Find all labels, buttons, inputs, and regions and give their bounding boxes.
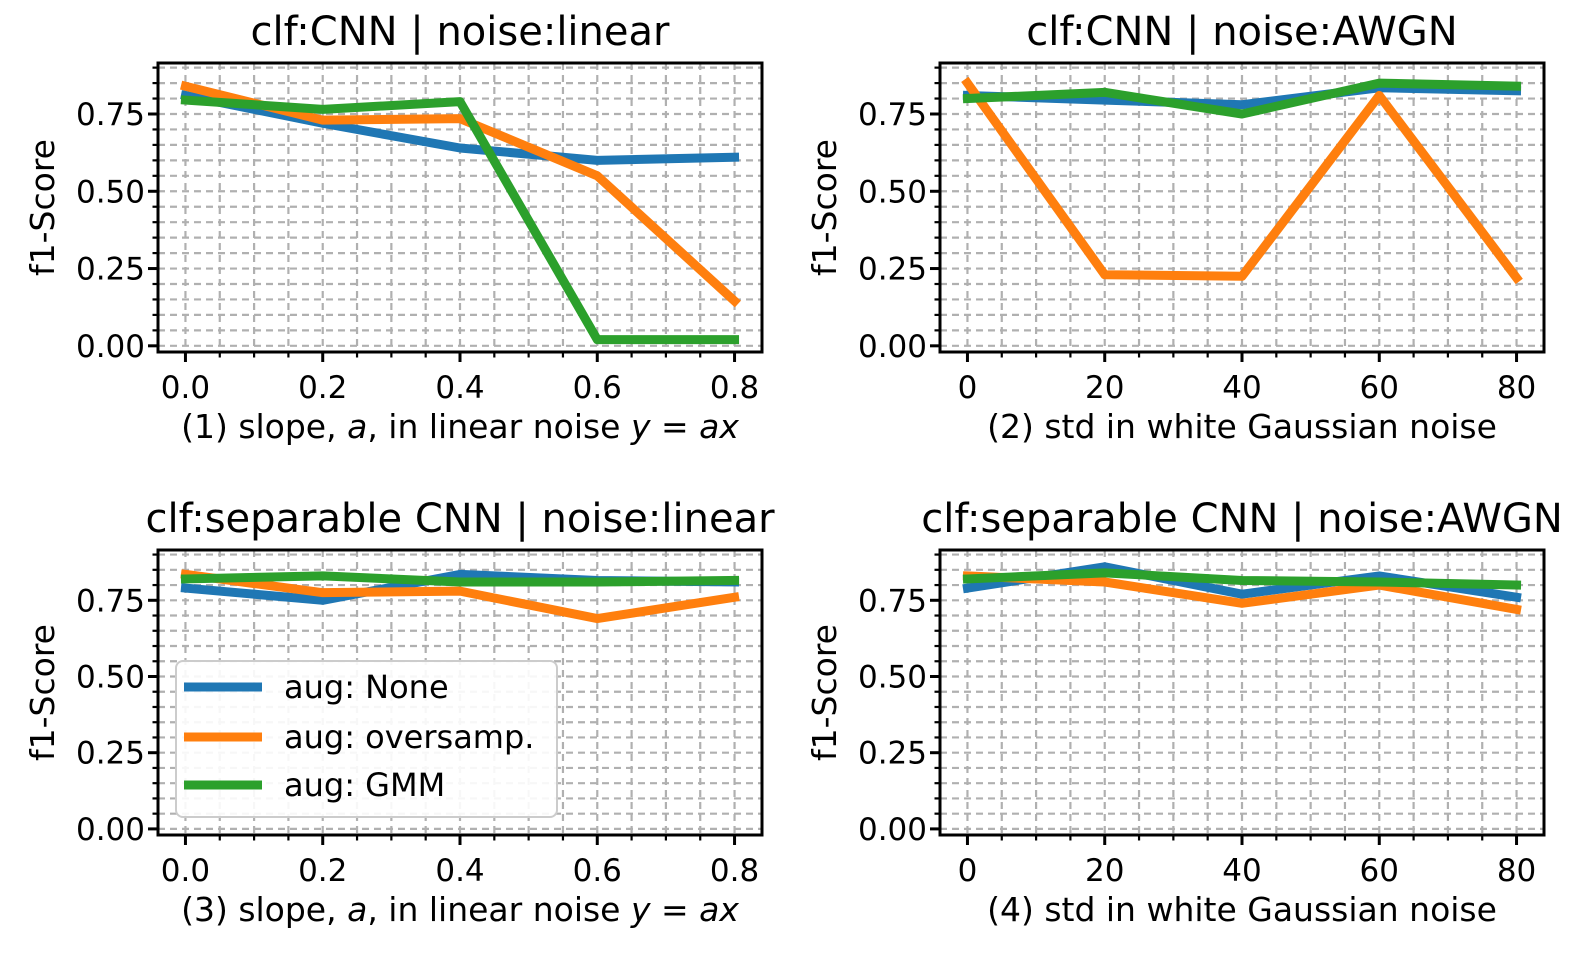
y-tick-label: 0.50 bbox=[76, 659, 145, 695]
x-tick-label: 40 bbox=[1222, 853, 1261, 889]
chart-title: clf:CNN | noise:AWGN bbox=[1026, 9, 1457, 55]
y-tick-label: 0.50 bbox=[858, 174, 927, 210]
y-axis-label: f1-Score bbox=[23, 624, 62, 761]
y-axis-label: f1-Score bbox=[23, 139, 62, 276]
x-tick-label: 0.2 bbox=[298, 853, 347, 889]
x-tick-label: 0.8 bbox=[710, 370, 759, 406]
y-tick-label: 0.25 bbox=[858, 736, 927, 772]
x-tick-label: 0.8 bbox=[710, 853, 759, 889]
x-tick-label: 80 bbox=[1497, 853, 1536, 889]
subplot-clf-cnn-noise-awgn: 0 20 40 60 80 0.00 0.25 0.50 0.75 clf:CNN | noise… bbox=[805, 9, 1546, 446]
subplot-clf-cnn-noise-linear: 0.0 0.2 0.4 0.6 0.8 0.00 0.25 0.50 0.75 clf:CNN |… bbox=[23, 9, 764, 446]
x-axis-label: (1) slope, a, in linear noise y = ax bbox=[181, 407, 739, 446]
x-tick-label: 20 bbox=[1085, 853, 1124, 889]
x-tick-label: 0 bbox=[958, 853, 978, 889]
y-tick-label: 0.25 bbox=[76, 736, 145, 772]
x-tick-label: 0.0 bbox=[161, 370, 210, 406]
chart-title: clf:CNN | noise:linear bbox=[251, 9, 670, 55]
x-axis-label: (4) std in white Gaussian noise bbox=[987, 890, 1497, 929]
subplot-clf-separable-cnn-noise-linear: 0.0 0.2 0.4 0.6 0.8 0.00 0.25 0.50 0.75 clf:separ… bbox=[23, 496, 775, 929]
legend-box bbox=[175, 660, 558, 818]
y-tick-label: 0.50 bbox=[858, 659, 927, 695]
chart-title: clf:separable CNN | noise:AWGN bbox=[921, 496, 1563, 542]
series-line-aug-oversamp- bbox=[962, 571, 1522, 615]
legend-label: aug: GMM bbox=[284, 766, 445, 804]
y-tick-label: 0.25 bbox=[76, 252, 145, 288]
y-tick-label: 0.00 bbox=[858, 329, 927, 365]
subplot-clf-separable-cnn-noise-awgn: 0 20 40 60 80 0.00 0.25 0.50 0.75 clf:separable C… bbox=[805, 496, 1563, 929]
series-line-aug-none bbox=[180, 90, 740, 165]
y-tick-label: 0.25 bbox=[858, 252, 927, 288]
x-tick-label: 0.0 bbox=[161, 853, 210, 889]
series-line-aug-gmm bbox=[180, 95, 740, 345]
y-tick-label: 0.00 bbox=[858, 812, 927, 848]
y-tick-label: 0.00 bbox=[76, 329, 145, 365]
x-tick-label: 80 bbox=[1497, 370, 1536, 406]
chart-title: clf:separable CNN | noise:linear bbox=[145, 496, 775, 542]
x-axis-label: (3) slope, a, in linear noise y = ax bbox=[181, 890, 739, 929]
x-tick-label: 0.6 bbox=[573, 370, 622, 406]
x-tick-label: 20 bbox=[1085, 370, 1124, 406]
legend-label: aug: oversamp. bbox=[284, 718, 534, 756]
x-tick-label: 60 bbox=[1360, 853, 1399, 889]
y-tick-label: 0.75 bbox=[858, 583, 927, 619]
x-tick-label: 0.2 bbox=[298, 370, 347, 406]
x-tick-label: 40 bbox=[1222, 370, 1261, 406]
x-tick-label: 0.4 bbox=[435, 370, 484, 406]
series-line-aug-gmm bbox=[962, 78, 1522, 119]
y-tick-label: 0.75 bbox=[76, 97, 145, 133]
series-line-aug-gmm bbox=[962, 568, 1522, 590]
y-axis-label: f1-Score bbox=[805, 624, 844, 761]
x-tick-label: 0.4 bbox=[435, 853, 484, 889]
x-axis-label: (2) std in white Gaussian noise bbox=[987, 407, 1497, 446]
x-tick-label: 0 bbox=[958, 370, 978, 406]
series-line-aug-oversamp- bbox=[180, 569, 740, 624]
x-tick-label: 60 bbox=[1360, 370, 1399, 406]
x-tick-label: 0.6 bbox=[573, 853, 622, 889]
y-tick-label: 0.00 bbox=[76, 812, 145, 848]
y-axis-label: f1-Score bbox=[805, 139, 844, 276]
series-line-aug-gmm bbox=[180, 571, 740, 587]
legend-label: aug: None bbox=[284, 668, 449, 706]
y-tick-label: 0.75 bbox=[858, 97, 927, 133]
series-line-aug-oversamp- bbox=[961, 76, 1523, 285]
y-tick-label: 0.50 bbox=[76, 174, 145, 210]
y-tick-label: 0.75 bbox=[76, 583, 145, 619]
